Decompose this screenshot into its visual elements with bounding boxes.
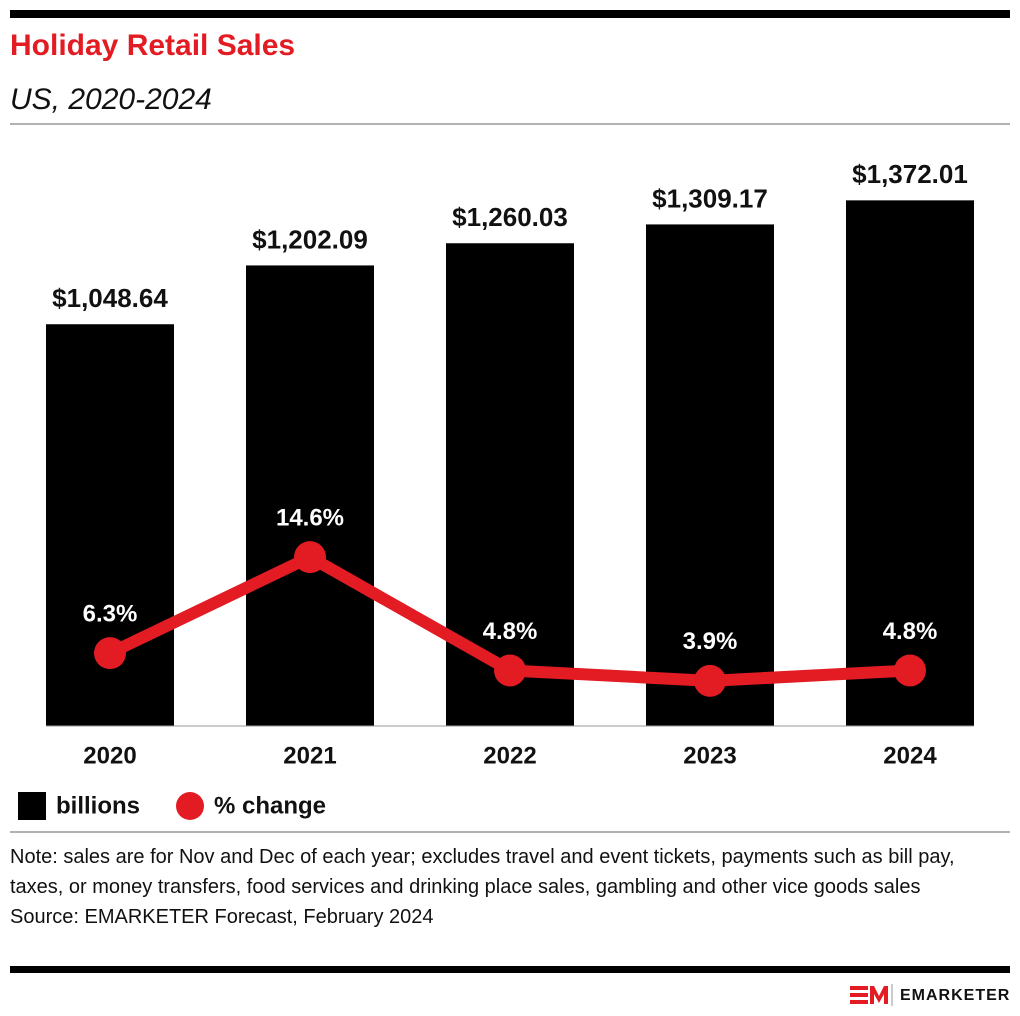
- bottom-rule: [10, 966, 1010, 973]
- x-tick-label: 2022: [483, 742, 536, 769]
- x-tick-label: 2023: [683, 742, 736, 769]
- bar: [646, 224, 774, 726]
- x-tick-label: 2024: [883, 742, 937, 769]
- top-rule: [10, 10, 1010, 18]
- logo-shape: [870, 986, 888, 1004]
- x-tick-label: 2021: [283, 742, 336, 769]
- notes: Note: sales are for Nov and Dec of each …: [10, 842, 1010, 932]
- note: Note: sales are for Nov and Dec of each …: [10, 846, 955, 898]
- line-marker: [94, 637, 126, 670]
- bar: [246, 265, 374, 726]
- bar-value-label: $1,372.01: [852, 159, 968, 189]
- note-block: Note: sales are for Nov and Dec of each …: [10, 842, 1010, 932]
- source: Source: EMARKETER Forecast, February 202…: [10, 906, 434, 928]
- chart-title: Holiday Retail Sales: [10, 29, 295, 62]
- line-marker: [494, 654, 526, 687]
- line-value-label: 4.8%: [483, 618, 538, 645]
- line-value-label: 4.8%: [883, 618, 938, 645]
- line-marker: [294, 541, 326, 574]
- logo-shape: [850, 993, 868, 997]
- line-marker: [894, 654, 926, 687]
- line-value-label: 6.3%: [83, 600, 138, 627]
- bar-value-label: $1,048.64: [52, 283, 168, 313]
- logo-shape: [850, 1000, 868, 1004]
- legend-label: % change: [214, 792, 326, 819]
- bar-value-label: $1,260.03: [452, 202, 568, 232]
- brand: EMARKETER: [900, 987, 1010, 1004]
- chart-subtitle: US, 2020-2024: [10, 83, 212, 116]
- bar-value-label: $1,309.17: [652, 183, 768, 213]
- legend-swatch: [18, 792, 46, 820]
- legend-swatch: [176, 792, 204, 820]
- bar-value-label: $1,202.09: [252, 224, 368, 254]
- logo-mark: [850, 984, 893, 1006]
- bar: [846, 200, 974, 727]
- x-tick-label: 2020: [83, 742, 136, 769]
- bar: [446, 243, 574, 726]
- legend-label: billions: [56, 792, 140, 819]
- line-marker: [694, 664, 726, 697]
- line-value-label: 14.6%: [276, 504, 344, 531]
- line-value-label: 3.9%: [683, 628, 738, 655]
- logo-shape: [850, 986, 868, 990]
